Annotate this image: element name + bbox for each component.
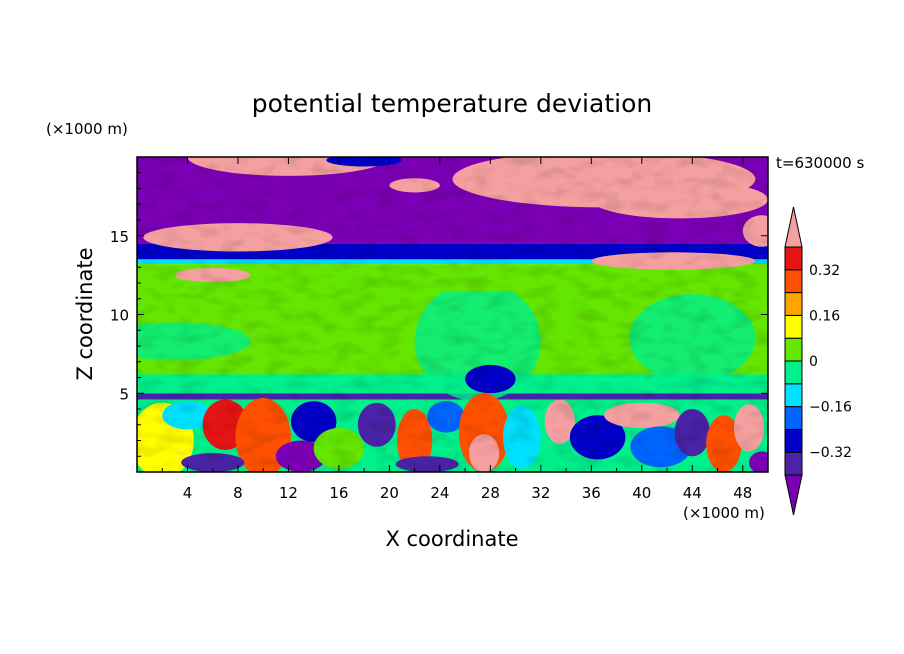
colorbar-segment bbox=[784, 337, 803, 362]
colorbar: −0.32 −0.16 0 0.16 0.32 bbox=[784, 206, 852, 516]
chart-title: potential temperature deviation bbox=[252, 89, 652, 118]
colorbar-label: 0.16 bbox=[809, 308, 840, 324]
y-tick-label: 15 bbox=[110, 228, 129, 246]
colorbar-segment bbox=[784, 451, 803, 476]
y-axis: 5 10 15 bbox=[110, 172, 768, 457]
x-tick-label: 48 bbox=[733, 484, 752, 502]
x-tick-label: 44 bbox=[683, 484, 702, 502]
x-tick-label: 28 bbox=[481, 484, 500, 502]
x-tick-label: 12 bbox=[279, 484, 298, 502]
colorbar-label: −0.32 bbox=[809, 445, 852, 461]
colorbar-segment bbox=[784, 292, 803, 316]
x-axis-title: X coordinate bbox=[385, 527, 518, 551]
y-tick-label: 5 bbox=[119, 385, 129, 403]
x-tick-label: 4 bbox=[183, 484, 193, 502]
colorbar-label: −0.16 bbox=[809, 400, 852, 416]
colorbar-label: 0.32 bbox=[809, 263, 840, 279]
time-label: t=630000 s bbox=[776, 154, 864, 172]
x-tick-label: 24 bbox=[430, 484, 449, 502]
colorbar-extend-high bbox=[784, 206, 803, 248]
colorbar-segment bbox=[784, 428, 803, 453]
x-axis: 4 8 12 16 20 24 28 32 36 40 44 48 bbox=[161, 157, 752, 502]
colorbar-segment bbox=[784, 383, 803, 408]
colorbar-label: 0 bbox=[809, 354, 818, 370]
y-unit-label: (×1000 m) bbox=[46, 120, 128, 138]
colorbar-segment bbox=[784, 360, 803, 385]
colorbar-segment bbox=[784, 269, 803, 294]
x-tick-label: 20 bbox=[380, 484, 399, 502]
x-unit-label: (×1000 m) bbox=[683, 504, 765, 522]
colorbar-segment bbox=[784, 246, 803, 271]
colorbar-segment bbox=[784, 406, 803, 430]
colorbar-extend-low bbox=[784, 474, 803, 516]
field-texture bbox=[137, 157, 768, 472]
x-tick-label: 32 bbox=[531, 484, 550, 502]
x-tick-label: 16 bbox=[329, 484, 348, 502]
contour-field bbox=[137, 157, 768, 472]
y-tick-label: 10 bbox=[110, 307, 129, 325]
colorbar-segment bbox=[784, 314, 803, 339]
x-tick-label: 36 bbox=[582, 484, 601, 502]
x-tick-label: 8 bbox=[233, 484, 243, 502]
x-tick-label: 40 bbox=[632, 484, 651, 502]
y-axis-title: Z coordinate bbox=[73, 247, 97, 380]
